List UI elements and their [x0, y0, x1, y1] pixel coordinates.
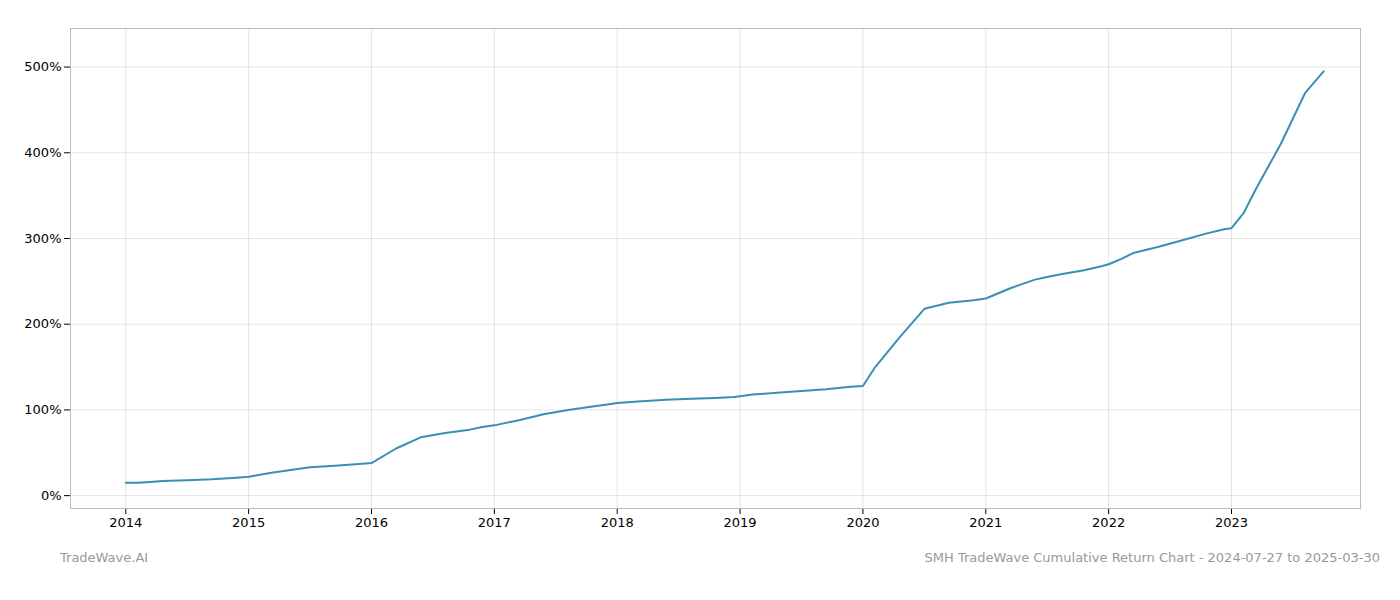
svg-text:2014: 2014 — [109, 515, 142, 530]
svg-text:300%: 300% — [24, 231, 61, 246]
svg-text:2023: 2023 — [1215, 515, 1248, 530]
svg-text:100%: 100% — [24, 402, 61, 417]
svg-text:2021: 2021 — [969, 515, 1002, 530]
html-text:TradeWave.AI: TradeWave.AI — [60, 550, 149, 565]
html-text:SMH TradeWave Cumulative Retur: SMH TradeWave Cumulative Return Chart - … — [924, 550, 1380, 565]
svg-text:2015: 2015 — [232, 515, 265, 530]
svg-text:2016: 2016 — [355, 515, 388, 530]
svg-text:0%: 0% — [41, 488, 62, 503]
svg-text:2017: 2017 — [478, 515, 511, 530]
svg-text:2018: 2018 — [601, 515, 634, 530]
svg-text:2020: 2020 — [846, 515, 879, 530]
svg-text:200%: 200% — [24, 316, 61, 331]
svg-text:2022: 2022 — [1092, 515, 1125, 530]
svg-text:2019: 2019 — [724, 515, 757, 530]
svg-text:500%: 500% — [24, 59, 61, 74]
svg-text:400%: 400% — [24, 145, 61, 160]
